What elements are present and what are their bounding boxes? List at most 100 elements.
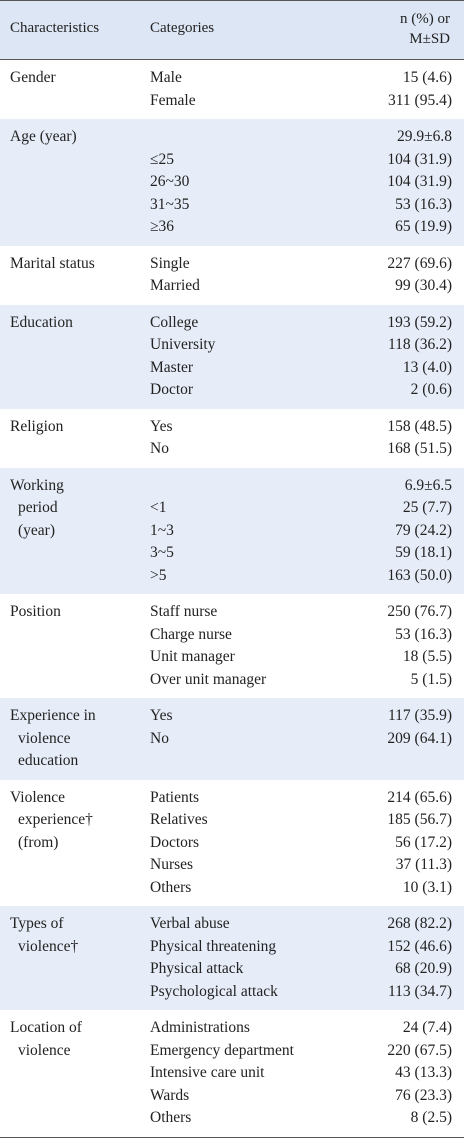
characteristic-line: violence: [18, 729, 71, 747]
category-text: Female: [150, 91, 196, 109]
value-text: 59 (18.1): [395, 544, 452, 561]
header-cell: Categories: [150, 20, 215, 36]
category-text: ≤25: [150, 150, 175, 168]
category-text: Relatives: [150, 811, 208, 828]
category-text: Doctor: [150, 381, 194, 398]
value-text: 53 (16.3): [395, 625, 452, 643]
value-cell: 158 (48.5) 168 (51.5): [387, 416, 452, 461]
category-text: Charge nurse: [150, 625, 232, 643]
category-text: Staff nurse: [150, 603, 218, 620]
characteristic-cell: Marital status: [10, 253, 146, 276]
row-group: Violence experience† (from) Patients Relativ…: [0, 780, 464, 907]
category-text: Single: [150, 254, 190, 272]
value-text: 104 (31.9): [387, 150, 452, 168]
header-cell: n (%) or M±SD: [400, 9, 450, 49]
category-cell: College University Master Doctor: [150, 312, 350, 402]
category-cell: Verbal abuse Physical threatening Physical…: [150, 913, 350, 1003]
category-cell: Patients Relatives Doctors Nurses Others: [150, 787, 350, 900]
category-text: Emergency department: [150, 1041, 294, 1059]
characteristic-cell: Experience in violence education: [10, 705, 146, 773]
value-text: 15 (4.6): [402, 69, 452, 86]
value-text: 68 (20.9): [395, 960, 452, 977]
category-text: Physical attack: [150, 960, 244, 977]
characteristic-line: Marital status: [10, 254, 95, 272]
value-cell: 227 (69.6) 99 (30.4): [387, 253, 452, 298]
value-text: 56 (17.2): [395, 833, 452, 851]
value-cell: 117 (35.9) 209 (64.1): [387, 705, 452, 750]
value-text: 193 (59.2): [387, 313, 452, 331]
value-cell: 24 (7.4) 220 (67.5) 43 (13.3) 76 (23.3) 8 (2…: [387, 1017, 452, 1130]
category-text: 26~30: [150, 173, 190, 190]
category-text: >5: [150, 566, 167, 584]
category-text: No: [150, 440, 169, 457]
value-text: 65 (19.9): [395, 218, 452, 235]
category-cell: <1 1~3 3~5 >5: [150, 475, 350, 588]
value-text: 118 (36.2): [388, 336, 452, 353]
category-text: Male: [150, 69, 182, 86]
category-text: Unit manager: [150, 648, 235, 665]
category-text: Others: [150, 878, 192, 896]
characteristic-cell: Types of violence†: [10, 913, 146, 958]
header-line: n (%) or: [400, 11, 450, 27]
category-blank: [150, 126, 350, 149]
category-text: College: [150, 313, 199, 331]
category-text: <1: [150, 499, 167, 516]
characteristic-line: period: [18, 499, 58, 516]
value-cell: 193 (59.2) 118 (36.2) 13 (4.0) 2 (0.6): [387, 312, 452, 402]
category-text: Married: [150, 277, 200, 294]
value-cell: 268 (82.2) 152 (46.6) 68 (20.9) 113 (34.7): [387, 913, 452, 1003]
header-row: Characteristics Categories n (%) or M±SD: [0, 1, 464, 60]
row-group: Age (year) ≤25 26~30 31~35 ≥36 29.9±6.8 104 (3…: [0, 119, 464, 246]
characteristic-cell: Age (year): [10, 126, 146, 149]
category-text: Patients: [150, 788, 200, 806]
category-cell: Yes No: [150, 416, 350, 461]
characteristic-line: Experience in: [10, 707, 96, 724]
characteristic-line: violence: [18, 1041, 71, 1059]
row-group: Types of violence† Verbal abuse Physical th…: [0, 906, 464, 1010]
value-text: 250 (76.7): [387, 603, 452, 620]
row-group: Position Staff nurse Charge nurse Unit mana…: [0, 594, 464, 698]
characteristic-cell: Working period (year): [10, 475, 146, 543]
category-cell: Male Female: [150, 67, 350, 112]
value-text: 163 (50.0): [387, 566, 452, 584]
characteristic-cell: Gender: [10, 67, 146, 90]
category-text: Yes: [150, 707, 173, 724]
value-text: 5 (1.5): [410, 670, 452, 688]
value-text: 104 (31.9): [387, 173, 452, 190]
value-cell: 6.9±6.5 25 (7.7) 79 (24.2) 59 (18.1) 163 (50…: [387, 475, 452, 588]
category-text: No: [150, 729, 169, 747]
category-text: Others: [150, 1109, 192, 1126]
row-group: Marital status Single Married 227 (69.6) 99 …: [0, 246, 464, 305]
category-text: University: [150, 336, 216, 353]
value-text: 8 (2.5): [410, 1109, 452, 1126]
value-text: 117 (35.9): [388, 707, 452, 724]
value-text: 168 (51.5): [387, 440, 452, 457]
value-text: 227 (69.6): [387, 254, 452, 272]
characteristic-line: education: [18, 752, 79, 769]
characteristic-line: (from): [18, 833, 59, 851]
value-text: 185 (56.7): [387, 811, 452, 828]
value-text: 113 (34.7): [388, 982, 452, 1000]
category-text: Verbal abuse: [150, 915, 230, 932]
header-cell: Characteristics: [10, 20, 100, 36]
characteristic-line: Age (year): [10, 128, 77, 145]
category-text: Nurses: [150, 856, 194, 873]
value-text: 6.9±6.5: [404, 476, 452, 494]
category-text: Yes: [150, 417, 173, 435]
characteristic-line: (year): [18, 521, 55, 539]
value-text: 13 (4.0): [402, 358, 452, 376]
row-group: Working period (year) <1 1~3 3~5 >5 6.9±6.5 25 (…: [0, 467, 464, 594]
row-group: Education College University Master Doctor 19…: [0, 304, 464, 409]
value-text: 209 (64.1): [387, 729, 452, 747]
value-text: 268 (82.2): [387, 915, 452, 932]
value-text: 53 (16.3): [395, 195, 452, 213]
category-text: Intensive care unit: [150, 1064, 265, 1081]
category-cell: Yes No: [150, 705, 350, 750]
characteristic-cell: Education: [10, 312, 146, 335]
value-text: 214 (65.6): [387, 788, 452, 806]
characteristic-line: Violence: [10, 788, 66, 806]
value-text: 37 (11.3): [395, 856, 452, 873]
characteristic-line: Types of: [10, 915, 64, 932]
value-text: 43 (13.3): [395, 1064, 452, 1081]
